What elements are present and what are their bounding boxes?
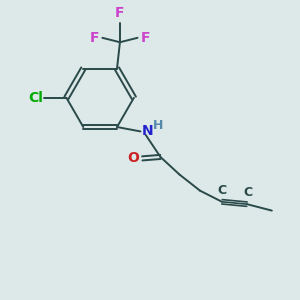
Text: N: N: [142, 124, 154, 138]
Text: Cl: Cl: [28, 91, 43, 105]
Text: F: F: [89, 31, 99, 45]
Text: C: C: [218, 184, 226, 196]
Text: F: F: [141, 31, 151, 45]
Text: C: C: [243, 186, 252, 199]
Text: O: O: [127, 152, 139, 165]
Text: F: F: [115, 6, 125, 20]
Text: H: H: [153, 119, 163, 132]
